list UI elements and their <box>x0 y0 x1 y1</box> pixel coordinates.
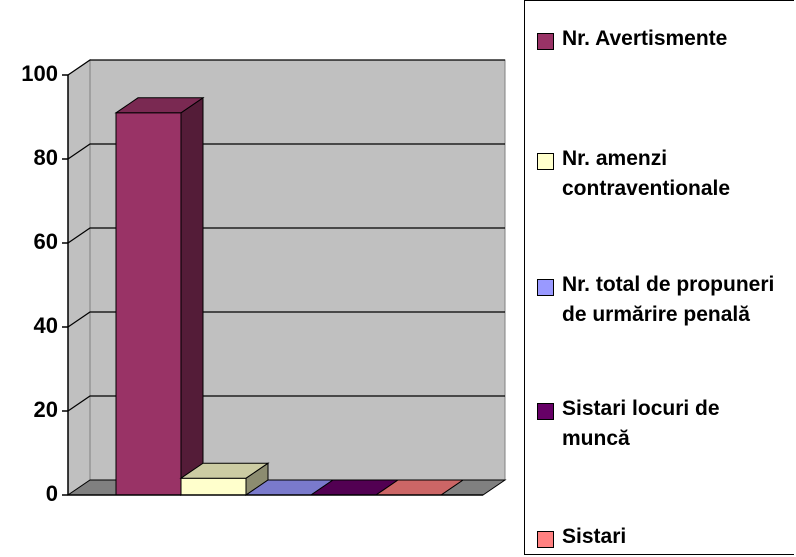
y-tick-label: 80 <box>34 145 58 170</box>
legend-item: Sistari <box>537 525 795 552</box>
legend-label: Nr. amenzi contraventionale <box>562 147 731 200</box>
bar-side <box>180 96 204 496</box>
legend-label: Sistari locuri de muncă <box>562 397 720 450</box>
legend-label: Nr. total de propuneri de urmărire penal… <box>562 273 775 326</box>
y-tick-label: 20 <box>34 397 58 422</box>
bars <box>114 96 465 496</box>
legend-swatch <box>537 153 554 170</box>
y-tick-label: 100 <box>21 61 58 86</box>
legend-swatch <box>537 33 554 50</box>
bar <box>179 462 270 496</box>
grid-line <box>67 59 505 76</box>
bar-front <box>115 112 182 496</box>
legend: Nr. Avertismente Nr. amenzi contravention… <box>524 0 794 555</box>
grid-line <box>67 143 505 160</box>
grid-line <box>67 311 505 328</box>
legend-item: Sistari locuri de muncă <box>537 397 795 454</box>
legend-item: Nr. total de propuneri de urmărire penal… <box>537 273 795 330</box>
legend-swatch <box>537 403 554 420</box>
legend-swatch <box>537 531 554 548</box>
grid-line <box>67 395 505 412</box>
bar-top <box>179 462 270 479</box>
bar <box>114 96 205 496</box>
grid <box>67 59 505 412</box>
y-tick-label: 0 <box>46 481 58 506</box>
bar-front <box>180 477 247 496</box>
bar-top <box>114 97 205 114</box>
y-tick-label: 40 <box>34 313 58 338</box>
legend-label: Nr. Avertismente <box>562 27 728 50</box>
legend-label: Sistari <box>562 525 627 548</box>
grid-line <box>67 227 505 244</box>
side-wall <box>67 59 91 496</box>
legend-item: Nr. amenzi contraventionale <box>537 147 795 204</box>
chart: 0 20 40 60 80 100 <box>21 59 507 506</box>
legend-item: Nr. Avertismente <box>537 27 795 54</box>
legend-swatch <box>537 279 554 296</box>
y-tick-label: 60 <box>34 229 58 254</box>
